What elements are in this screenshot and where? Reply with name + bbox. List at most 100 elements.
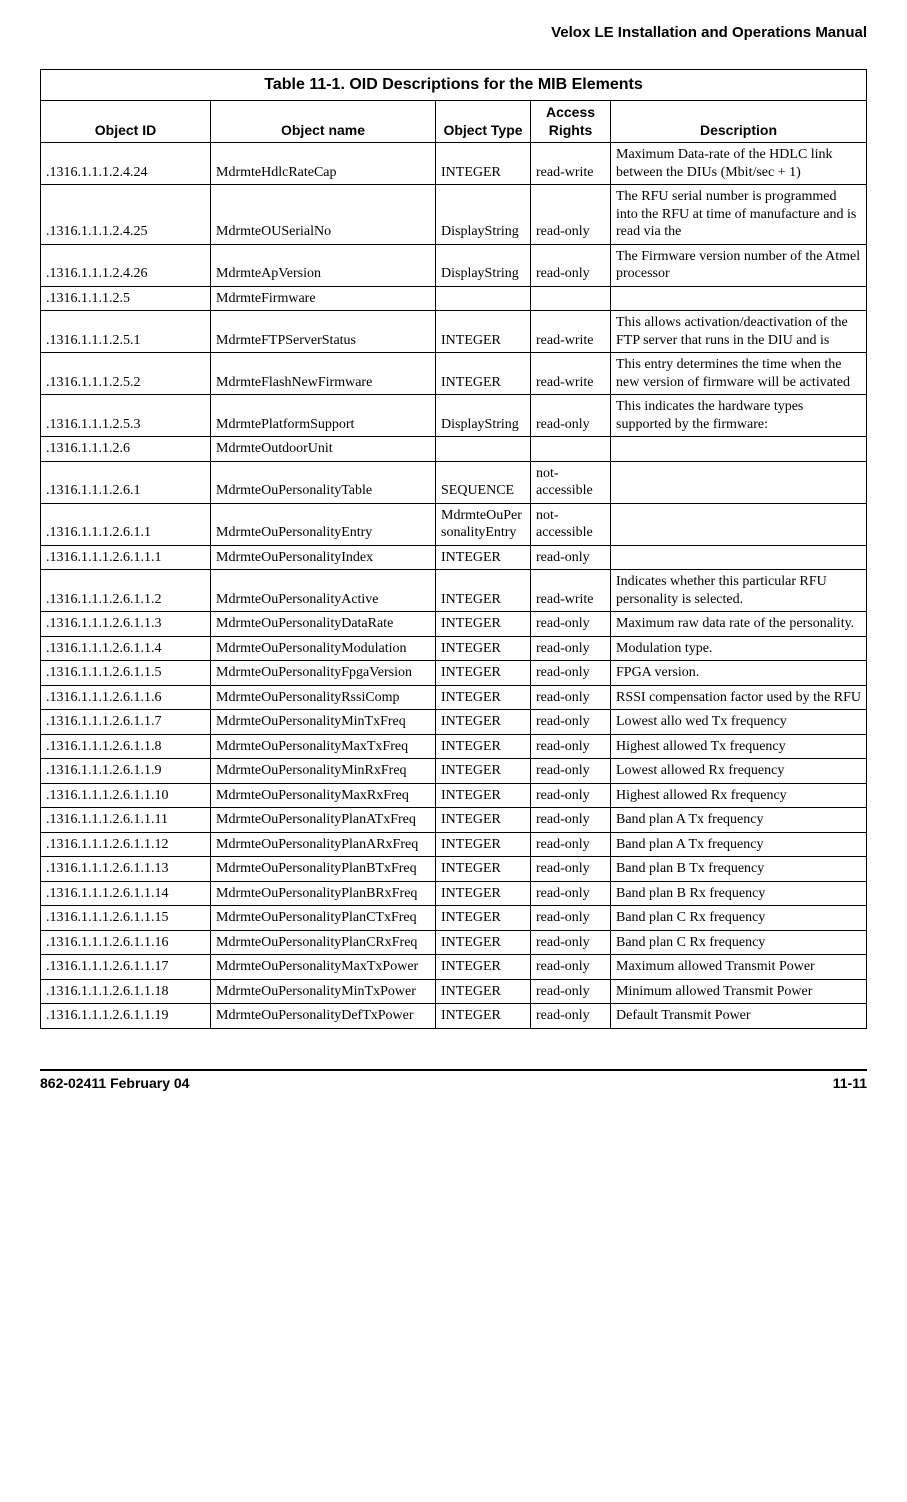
table-cell: MdrmteOuPersonalityDataRate	[211, 612, 436, 637]
table-cell: INTEGER	[436, 857, 531, 882]
table-row: .1316.1.1.1.2.6.1.1.18MdrmteOuPersonalit…	[41, 979, 867, 1004]
table-row: .1316.1.1.1.2.6.1.1.3MdrmteOuPersonality…	[41, 612, 867, 637]
table-cell: Default Transmit Power	[611, 1004, 867, 1029]
table-row: .1316.1.1.1.2.6.1MdrmteOuPersonalityTabl…	[41, 461, 867, 503]
table-cell: read-only	[531, 244, 611, 286]
table-cell: MdrmteOuPersonalityPlanBRxFreq	[211, 881, 436, 906]
table-cell: MdrmteFlashNewFirmware	[211, 353, 436, 395]
table-cell: INTEGER	[436, 930, 531, 955]
table-cell: .1316.1.1.1.2.6.1.1.7	[41, 710, 211, 735]
table-cell: MdrmteOuPersonalityPlanCTxFreq	[211, 906, 436, 931]
table-cell: read-only	[531, 808, 611, 833]
table-cell: MdrmteFTPServerStatus	[211, 311, 436, 353]
table-cell: Band plan B Tx frequency	[611, 857, 867, 882]
table-cell: .1316.1.1.1.2.6.1.1.1	[41, 545, 211, 570]
table-cell: MdrmteOuPersonalityEntry	[436, 503, 531, 545]
table-row: .1316.1.1.1.2.6MdrmteOutdoorUnit	[41, 437, 867, 462]
table-cell: .1316.1.1.1.2.6.1.1.6	[41, 685, 211, 710]
table-cell: Lowest allowed Rx frequency	[611, 759, 867, 784]
table-cell: read-only	[531, 857, 611, 882]
table-cell: .1316.1.1.1.2.6.1.1.8	[41, 734, 211, 759]
table-cell: MdrmteOuPersonalityMinTxPower	[211, 979, 436, 1004]
table-cell	[611, 545, 867, 570]
footer-right: 11-11	[833, 1075, 867, 1091]
table-cell: .1316.1.1.1.2.6.1.1.5	[41, 661, 211, 686]
table-row: .1316.1.1.1.2.6.1.1.16MdrmteOuPersonalit…	[41, 930, 867, 955]
col-access: Access Rights	[531, 101, 611, 143]
table-cell: read-only	[531, 395, 611, 437]
mib-table: Object ID Object name Object Type Access…	[40, 100, 867, 1029]
table-cell: MdrmteOuPersonalityPlanCRxFreq	[211, 930, 436, 955]
table-cell: .1316.1.1.1.2.6.1	[41, 461, 211, 503]
table-cell: MdrmteOuPersonalityMaxRxFreq	[211, 783, 436, 808]
table-cell	[611, 286, 867, 311]
table-row: .1316.1.1.1.2.5.1MdrmteFTPServerStatusIN…	[41, 311, 867, 353]
table-cell: read-only	[531, 906, 611, 931]
table-cell: Highest allowed Rx frequency	[611, 783, 867, 808]
table-cell: MdrmteOuPersonalityDefTxPower	[211, 1004, 436, 1029]
table-cell: read-only	[531, 955, 611, 980]
table-cell: MdrmteOuPersonalityEntry	[211, 503, 436, 545]
table-row: .1316.1.1.1.2.6.1.1MdrmteOuPersonalityEn…	[41, 503, 867, 545]
table-cell: .1316.1.1.1.2.6.1.1.3	[41, 612, 211, 637]
table-cell: MdrmteHdlcRateCap	[211, 143, 436, 185]
table-cell: read-only	[531, 734, 611, 759]
table-cell: .1316.1.1.1.2.6.1.1.10	[41, 783, 211, 808]
table-cell: MdrmteOuPersonalityPlanARxFreq	[211, 832, 436, 857]
table-cell: RSSI compensation factor used by the RFU	[611, 685, 867, 710]
table-cell: INTEGER	[436, 636, 531, 661]
page-header-title: Velox LE Installation and Operations Man…	[40, 24, 867, 41]
table-cell: MdrmteApVersion	[211, 244, 436, 286]
table-cell: MdrmteOuPersonalityMinTxFreq	[211, 710, 436, 735]
table-cell: .1316.1.1.1.2.6	[41, 437, 211, 462]
table-row: .1316.1.1.1.2.6.1.1.12MdrmteOuPersonalit…	[41, 832, 867, 857]
table-cell: read-only	[531, 685, 611, 710]
table-cell: .1316.1.1.1.2.4.26	[41, 244, 211, 286]
table-cell: .1316.1.1.1.2.4.25	[41, 185, 211, 245]
table-cell: .1316.1.1.1.2.5.1	[41, 311, 211, 353]
col-description: Description	[611, 101, 867, 143]
table-cell: read-only	[531, 185, 611, 245]
table-cell: INTEGER	[436, 685, 531, 710]
table-cell	[611, 503, 867, 545]
table-cell: .1316.1.1.1.2.6.1.1.11	[41, 808, 211, 833]
table-cell: MdrmteOuPersonalityMaxTxPower	[211, 955, 436, 980]
table-cell: Band plan A Tx frequency	[611, 808, 867, 833]
table-cell: MdrmteOuPersonalityModulation	[211, 636, 436, 661]
table-cell: MdrmteOuPersonalityIndex	[211, 545, 436, 570]
table-cell: .1316.1.1.1.2.6.1.1	[41, 503, 211, 545]
table-row: .1316.1.1.1.2.6.1.1.13MdrmteOuPersonalit…	[41, 857, 867, 882]
table-cell: Maximum raw data rate of the personality…	[611, 612, 867, 637]
table-cell: Minimum allowed Transmit Power	[611, 979, 867, 1004]
table-cell: .1316.1.1.1.2.5	[41, 286, 211, 311]
col-object-id: Object ID	[41, 101, 211, 143]
table-cell: read-only	[531, 979, 611, 1004]
table-cell: INTEGER	[436, 612, 531, 637]
table-cell: .1316.1.1.1.2.5.2	[41, 353, 211, 395]
table-row: .1316.1.1.1.2.6.1.1.10MdrmteOuPersonalit…	[41, 783, 867, 808]
table-cell	[611, 461, 867, 503]
table-cell: read-write	[531, 570, 611, 612]
table-cell: .1316.1.1.1.2.6.1.1.17	[41, 955, 211, 980]
table-cell: MdrmteOuPersonalityPlanATxFreq	[211, 808, 436, 833]
table-cell: INTEGER	[436, 661, 531, 686]
table-row: .1316.1.1.1.2.4.26MdrmteApVersionDisplay…	[41, 244, 867, 286]
table-row: .1316.1.1.1.2.5MdrmteFirmware	[41, 286, 867, 311]
table-cell: INTEGER	[436, 570, 531, 612]
page-footer: 862-02411 February 04 11-11	[40, 1069, 867, 1091]
table-cell: .1316.1.1.1.2.6.1.1.13	[41, 857, 211, 882]
table-cell: MdrmteOuPersonalityMinRxFreq	[211, 759, 436, 784]
table-cell: INTEGER	[436, 1004, 531, 1029]
table-cell: This allows activation/deactivation of t…	[611, 311, 867, 353]
table-cell: read-write	[531, 353, 611, 395]
table-cell: This indicates the hardware types suppor…	[611, 395, 867, 437]
table-cell: .1316.1.1.1.2.6.1.1.14	[41, 881, 211, 906]
table-cell: read-only	[531, 636, 611, 661]
table-cell: read-write	[531, 143, 611, 185]
footer-left: 862-02411 February 04	[40, 1075, 189, 1091]
table-cell: DisplayString	[436, 244, 531, 286]
table-cell: INTEGER	[436, 311, 531, 353]
table-cell: INTEGER	[436, 979, 531, 1004]
table-cell: INTEGER	[436, 955, 531, 980]
table-row: .1316.1.1.1.2.6.1.1.7MdrmteOuPersonality…	[41, 710, 867, 735]
